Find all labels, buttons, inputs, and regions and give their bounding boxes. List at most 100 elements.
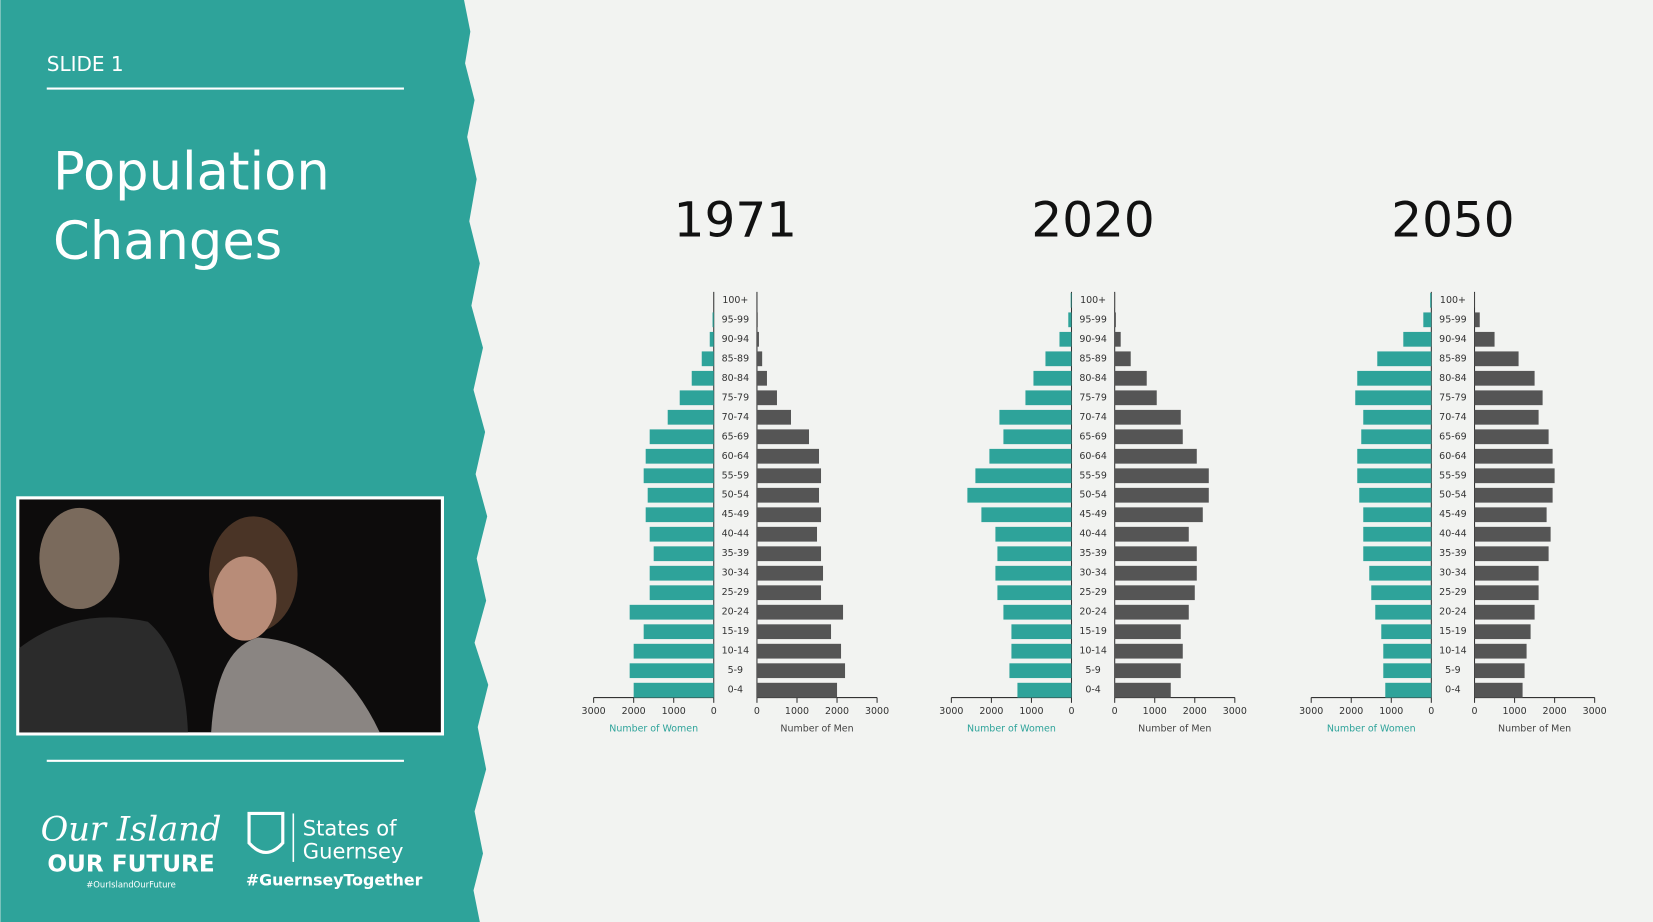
- category-label: 10-14: [1439, 646, 1467, 657]
- bar: [1363, 409, 1432, 425]
- bar: [1355, 390, 1432, 406]
- bar: [756, 546, 822, 562]
- bar: [1059, 331, 1072, 347]
- category-label: 30-34: [1439, 568, 1467, 579]
- bar: [633, 682, 714, 698]
- category-label: 95-99: [722, 314, 750, 325]
- bar: [1114, 682, 1171, 698]
- bar: [1474, 487, 1553, 503]
- category-label: 40-44: [1079, 529, 1107, 540]
- bar: [645, 448, 714, 464]
- bar: [756, 429, 810, 445]
- bar: [1474, 565, 1539, 581]
- category-label: 40-44: [1439, 529, 1467, 540]
- chart-title: 1971: [674, 192, 797, 248]
- states-text: Guernsey: [303, 838, 404, 863]
- bar: [645, 507, 714, 523]
- bar: [1114, 565, 1197, 581]
- category-label: 100+: [1440, 295, 1466, 306]
- bar: [1114, 487, 1209, 503]
- bar: [1375, 604, 1432, 620]
- x-tick-label: 2000: [1543, 706, 1567, 717]
- bar: [1045, 351, 1072, 367]
- bar: [981, 507, 1072, 523]
- bar: [1474, 409, 1539, 425]
- category-label: 0-4: [1085, 685, 1100, 696]
- states-text: States of: [303, 815, 397, 840]
- bar: [756, 487, 820, 503]
- bar: [679, 390, 714, 406]
- bar: [967, 487, 1072, 503]
- slide-label: SLIDE 1: [47, 52, 124, 76]
- category-label: 60-64: [722, 451, 750, 462]
- category-label: 75-79: [722, 392, 750, 403]
- x-tick-label: 2000: [1183, 706, 1207, 717]
- bar: [1474, 604, 1535, 620]
- bar: [997, 546, 1072, 562]
- bar: [629, 604, 714, 620]
- x-tick-label: 1000: [662, 706, 686, 717]
- category-label: 15-19: [1079, 626, 1107, 637]
- bar: [1011, 643, 1072, 659]
- bar: [1003, 604, 1072, 620]
- bar: [756, 682, 838, 698]
- x-tick-label: 0: [1428, 706, 1434, 717]
- category-label: 50-54: [1079, 490, 1107, 501]
- bar: [643, 624, 714, 640]
- category-label: 75-79: [1439, 392, 1467, 403]
- bar: [1357, 448, 1432, 464]
- brand-tag: #OurIslandOurFuture: [86, 880, 176, 890]
- x-tick-label: 0: [754, 706, 760, 717]
- category-label: 30-34: [1079, 568, 1107, 579]
- bar: [1474, 663, 1525, 679]
- category-label: 40-44: [722, 529, 750, 540]
- category-label: 90-94: [1079, 334, 1107, 345]
- category-label: 20-24: [1439, 607, 1467, 618]
- bar: [756, 643, 842, 659]
- person-head: [39, 507, 120, 610]
- category-label: 90-94: [1439, 334, 1467, 345]
- person-body: [211, 637, 380, 733]
- bar: [1114, 390, 1157, 406]
- bar: [1363, 546, 1432, 562]
- category-label: 35-39: [1079, 548, 1107, 559]
- category-label: 5-9: [1085, 665, 1100, 676]
- bar: [1033, 370, 1072, 386]
- category-label: 80-84: [722, 373, 750, 384]
- bar: [1474, 546, 1549, 562]
- bar: [1114, 468, 1209, 484]
- bar: [1474, 507, 1547, 523]
- side-panel: [0, 0, 489, 922]
- bar: [1009, 663, 1072, 679]
- bar: [756, 468, 822, 484]
- bar: [756, 585, 822, 601]
- axis-label: Number of Men: [1138, 724, 1211, 735]
- bar: [649, 526, 714, 542]
- bar: [1474, 351, 1519, 367]
- category-label: 85-89: [1439, 353, 1467, 364]
- category-label: 50-54: [722, 490, 750, 501]
- bar: [1474, 390, 1543, 406]
- bar: [1383, 643, 1432, 659]
- category-label: 60-64: [1439, 451, 1467, 462]
- x-tick-label: 2000: [825, 706, 849, 717]
- bar: [1011, 624, 1072, 640]
- category-label: 10-14: [722, 646, 750, 657]
- bar: [1114, 643, 1183, 659]
- category-label: 0-4: [728, 685, 743, 696]
- x-tick-label: 1000: [1019, 706, 1043, 717]
- category-label: 70-74: [722, 412, 750, 423]
- x-tick-label: 1000: [1143, 706, 1167, 717]
- category-label: 80-84: [1439, 373, 1467, 384]
- bar: [1114, 507, 1203, 523]
- bar: [1474, 370, 1535, 386]
- bar: [1114, 370, 1147, 386]
- bar: [995, 526, 1072, 542]
- bar: [1114, 331, 1121, 347]
- category-label: 30-34: [722, 568, 750, 579]
- x-tick-label: 3000: [1223, 706, 1247, 717]
- category-label: 70-74: [1079, 412, 1107, 423]
- category-label: 25-29: [1439, 587, 1467, 598]
- bar: [1003, 429, 1072, 445]
